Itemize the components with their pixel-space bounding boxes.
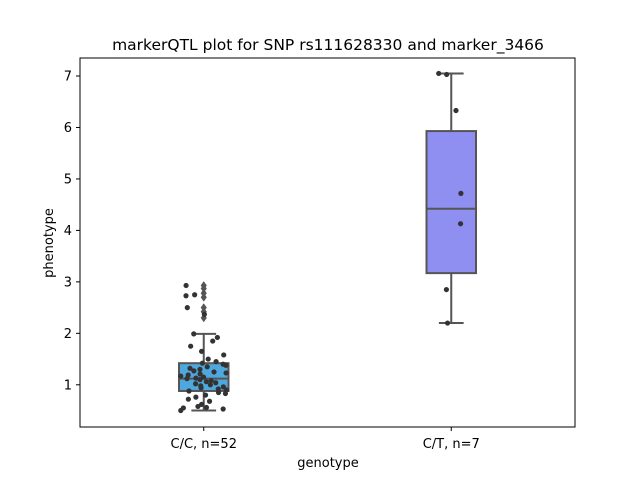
- data-point: [191, 368, 197, 374]
- y-tick-label: 3: [64, 275, 72, 290]
- data-point: [199, 401, 205, 407]
- outlier-marker: [200, 288, 207, 298]
- data-point: [187, 365, 193, 371]
- y-tick-label: 7: [64, 70, 72, 85]
- data-point: [186, 388, 192, 394]
- data-point: [213, 380, 219, 386]
- data-point: [197, 371, 203, 377]
- data-point: [185, 396, 191, 402]
- y-tick-label: 4: [64, 224, 72, 239]
- y-axis-label: phenotype: [42, 208, 57, 278]
- x-axis: C/C, n=52 C/T, n=7: [171, 427, 480, 452]
- data-point: [192, 292, 198, 298]
- x-axis-label: genotype: [297, 456, 358, 471]
- outlier-marker: [200, 281, 207, 290]
- y-tick-label: 6: [64, 121, 72, 136]
- data-point: [199, 360, 205, 366]
- data-point: [444, 320, 451, 326]
- data-point: [443, 286, 449, 293]
- data-point: [192, 381, 199, 387]
- data-point: [215, 386, 221, 392]
- y-tick-label: 1: [64, 378, 72, 393]
- box-iqr: [425, 130, 477, 275]
- data-point: [208, 378, 214, 384]
- data-point: [188, 343, 194, 349]
- data-point: [193, 375, 199, 381]
- data-point: [198, 348, 205, 354]
- data-point: [197, 366, 203, 372]
- strip-points: [178, 70, 464, 414]
- y-axis: 1 2 3 4 5 6 7: [64, 70, 80, 393]
- y-tick-label: 5: [64, 172, 72, 187]
- data-point: [211, 369, 217, 375]
- data-point: [223, 370, 229, 376]
- data-point: [220, 361, 226, 367]
- box-series: [178, 72, 477, 412]
- data-point: [204, 364, 210, 370]
- data-point: [206, 398, 213, 404]
- data-point: [213, 359, 219, 365]
- x-tick-label: C/C, n=52: [171, 437, 237, 452]
- data-point: [214, 334, 220, 341]
- data-point: [200, 374, 207, 380]
- data-point: [202, 392, 209, 398]
- data-point: [178, 373, 184, 379]
- plot-area: [79, 57, 576, 428]
- data-point: [205, 356, 211, 362]
- x-tick-label: C/T, n=7: [423, 437, 480, 452]
- data-point: [457, 221, 464, 227]
- outlier-marker: [200, 303, 207, 313]
- data-point: [203, 379, 209, 385]
- data-point: [444, 71, 450, 78]
- data-point: [180, 405, 186, 411]
- data-point: [203, 404, 210, 411]
- y-tick-label: 2: [64, 327, 72, 342]
- data-point: [183, 282, 189, 289]
- data-point: [221, 352, 227, 358]
- data-point: [198, 383, 204, 389]
- data-point: [220, 384, 226, 390]
- chart-title: markerQTL plot for SNP rs111628330 and m…: [112, 36, 544, 55]
- data-point: [436, 70, 442, 77]
- data-point: [453, 107, 459, 114]
- data-point: [201, 311, 207, 317]
- data-point: [210, 338, 216, 344]
- data-point: [183, 293, 189, 299]
- data-point: [184, 305, 190, 311]
- data-point: [185, 372, 191, 378]
- data-point: [220, 406, 226, 412]
- data-point: [207, 382, 213, 388]
- data-point: [191, 331, 197, 337]
- data-point: [458, 190, 464, 196]
- data-point: [193, 394, 199, 400]
